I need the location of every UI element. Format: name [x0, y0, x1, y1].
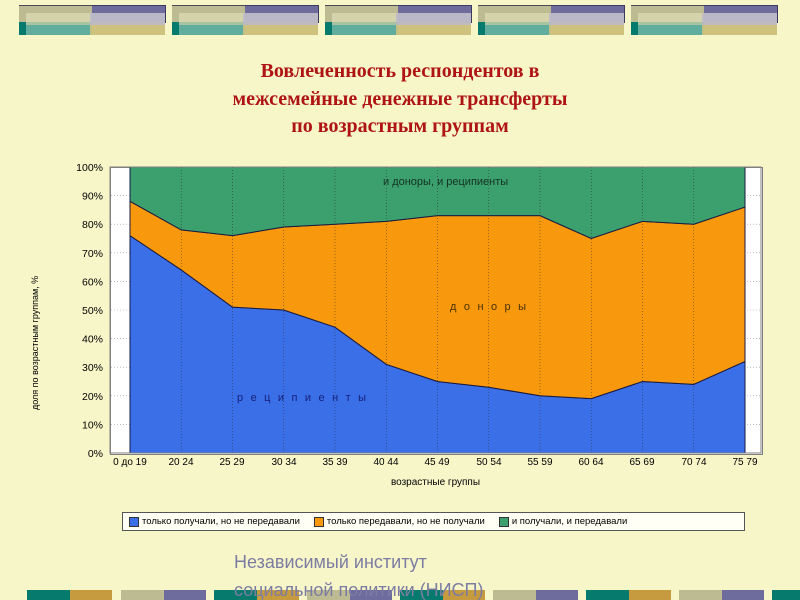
- svg-text:30 34: 30 34: [271, 457, 296, 468]
- svg-text:20%: 20%: [82, 391, 103, 403]
- svg-text:50%: 50%: [82, 305, 103, 317]
- svg-text:0 до 19: 0 до 19: [113, 457, 147, 468]
- svg-text:60 64: 60 64: [578, 457, 603, 468]
- svg-text:70 74: 70 74: [681, 457, 706, 468]
- svg-text:д о н о р ы: д о н о р ы: [450, 301, 528, 313]
- svg-text:и доноры, и реципиенты: и доноры, и реципиенты: [383, 176, 508, 188]
- svg-text:100%: 100%: [76, 162, 103, 174]
- svg-text:55 59: 55 59: [527, 457, 552, 468]
- svg-text:20 24: 20 24: [168, 457, 193, 468]
- svg-text:65 69: 65 69: [629, 457, 654, 468]
- svg-text:35 39: 35 39: [322, 457, 347, 468]
- svg-text:60%: 60%: [82, 276, 103, 288]
- svg-text:0%: 0%: [88, 448, 103, 460]
- svg-text:р е ц и п и е н т ы: р е ц и п и е н т ы: [237, 392, 368, 404]
- svg-text:40%: 40%: [82, 334, 103, 346]
- svg-text:50 54: 50 54: [476, 457, 501, 468]
- svg-text:45 49: 45 49: [424, 457, 449, 468]
- svg-text:25 29: 25 29: [219, 457, 244, 468]
- svg-text:10%: 10%: [82, 419, 103, 431]
- svg-text:75 79: 75 79: [732, 457, 757, 468]
- svg-text:90%: 90%: [82, 191, 103, 203]
- svg-text:40 44: 40 44: [373, 457, 398, 468]
- svg-text:80%: 80%: [82, 219, 103, 231]
- svg-text:70%: 70%: [82, 248, 103, 260]
- svg-text:30%: 30%: [82, 362, 103, 374]
